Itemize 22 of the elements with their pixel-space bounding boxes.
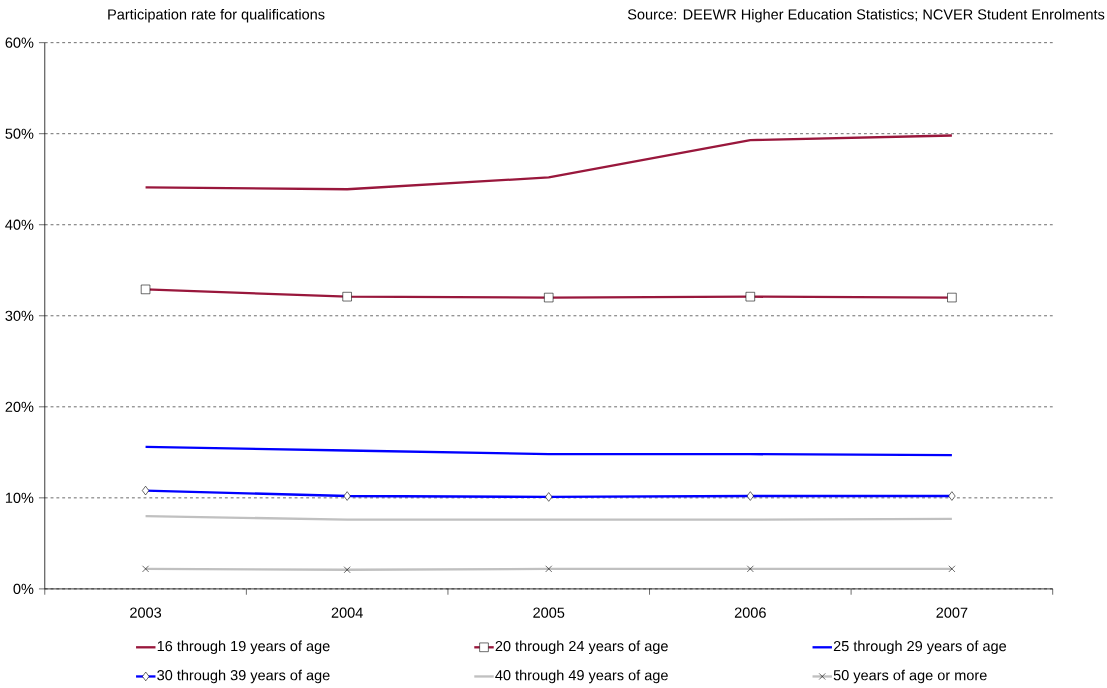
legend-label: 16 through 19 years of age [157, 640, 330, 654]
y-tick-label: 20% [5, 401, 34, 412]
source-note: Source: DEEWR Higher Education Statistics; NCVER Student Enrolments [627, 8, 1105, 23]
y-tick-label: 10% [5, 492, 34, 503]
legend-label: 50 years of age or more [833, 669, 987, 684]
line-series [144, 134, 954, 191]
chart-title: Participation rate for qualifications [108, 8, 325, 23]
legend-label: 30 through 39 years of age [157, 669, 330, 684]
x-tick-label: 2005 [533, 607, 565, 618]
x-tick-label: 2004 [331, 607, 363, 618]
x-tick-label: 2007 [936, 607, 968, 618]
y-tick-label: 30% [5, 310, 34, 321]
x-tick-label: 2006 [734, 607, 766, 618]
x-tick-label: 2003 [130, 607, 162, 618]
line-series [144, 445, 954, 457]
y-tick-label: 60% [5, 37, 34, 48]
y-tick-label: 40% [5, 219, 34, 230]
legend-label: 20 through 24 years of age [495, 640, 668, 654]
legend-label: 25 through 29 years of age [833, 640, 1007, 654]
y-tick-label: 0% [13, 583, 34, 594]
y-tick-label: 50% [5, 128, 34, 139]
legend-label: 40 through 49 years of age [495, 669, 668, 684]
